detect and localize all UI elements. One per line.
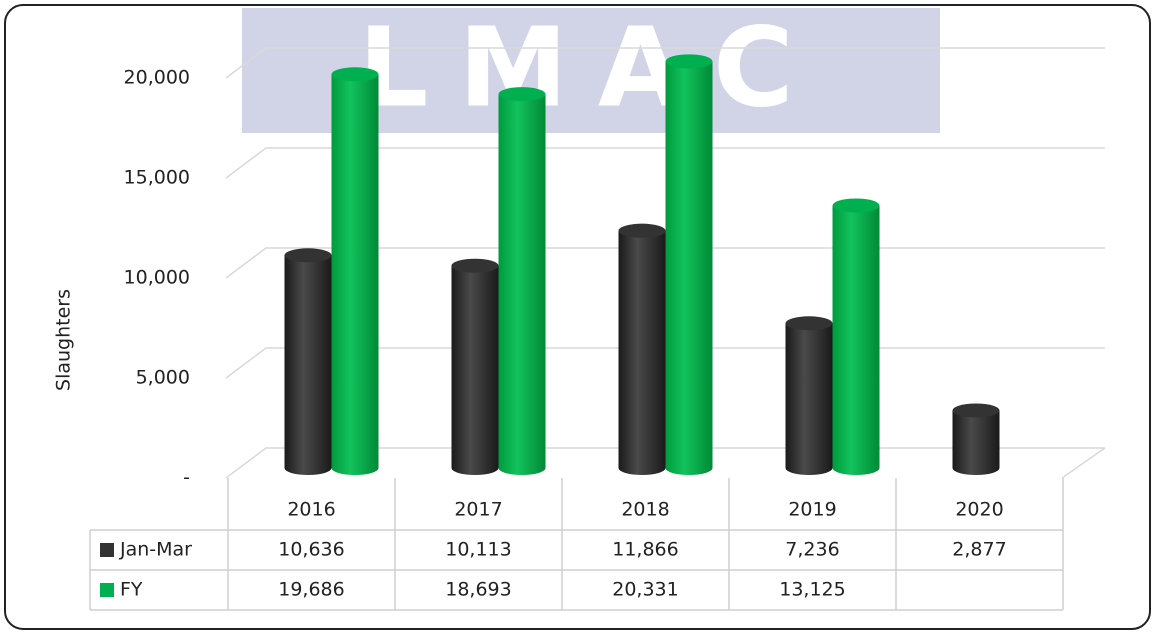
- table-value: 13,125: [779, 579, 845, 601]
- table-value: 2,877: [952, 539, 1006, 561]
- bar: [785, 316, 833, 476]
- table-value: 18,693: [445, 579, 511, 601]
- x-tick-label: 2016: [287, 499, 335, 521]
- bar-top: [331, 67, 379, 82]
- floor-edge: [1061, 447, 1106, 479]
- bar: [284, 248, 332, 476]
- legend-key: [100, 543, 114, 557]
- bar-body: [618, 230, 666, 475]
- table-value: 7,236: [785, 539, 839, 561]
- table-value: 20,331: [612, 579, 678, 601]
- x-tick-label: 2019: [788, 499, 836, 521]
- y-tick-label: 15,000: [124, 167, 190, 189]
- legend-label: Jan-Mar: [119, 539, 192, 561]
- bar: [952, 403, 1000, 476]
- bar: [665, 54, 713, 476]
- bar-top: [451, 258, 499, 273]
- bar-body: [832, 205, 880, 476]
- watermark: LMAC: [358, 3, 823, 131]
- y-tick-label: 20,000: [124, 67, 190, 89]
- table-value: 11,866: [612, 539, 678, 561]
- y-tick-label: 10,000: [124, 267, 190, 289]
- bar: [618, 223, 666, 475]
- bar: [451, 258, 499, 476]
- bar: [331, 67, 379, 476]
- bar-body: [284, 255, 332, 476]
- bar-top: [498, 87, 546, 102]
- legend-key: [100, 583, 114, 597]
- grid-line: [225, 147, 1105, 179]
- bar-body: [498, 94, 546, 476]
- bar-body: [331, 74, 379, 476]
- bar-top: [665, 54, 713, 69]
- x-tick-label: 2018: [621, 499, 669, 521]
- bar-body: [665, 61, 713, 476]
- grid-line: [225, 247, 1105, 279]
- bar-body: [451, 265, 499, 476]
- bar-top: [952, 403, 1000, 418]
- y-axis-title: Slaughters: [53, 289, 75, 391]
- y-tick-label: -: [183, 467, 190, 489]
- x-tick-label: 2020: [955, 499, 1003, 521]
- bar-top: [618, 223, 666, 238]
- bar: [832, 198, 880, 476]
- table-value: 10,636: [278, 539, 344, 561]
- legend-label: FY: [120, 579, 143, 601]
- bar-body: [785, 323, 833, 476]
- table-value: 10,113: [445, 539, 511, 561]
- bar-top: [785, 316, 833, 331]
- bar-top: [284, 248, 332, 263]
- x-tick-label: 2017: [454, 499, 502, 521]
- bar-body: [952, 410, 1000, 476]
- bar: [498, 87, 546, 476]
- y-tick-label: 5,000: [136, 367, 190, 389]
- bar-top: [832, 198, 880, 213]
- grid-line: [225, 47, 1105, 79]
- table-value: 19,686: [278, 579, 344, 601]
